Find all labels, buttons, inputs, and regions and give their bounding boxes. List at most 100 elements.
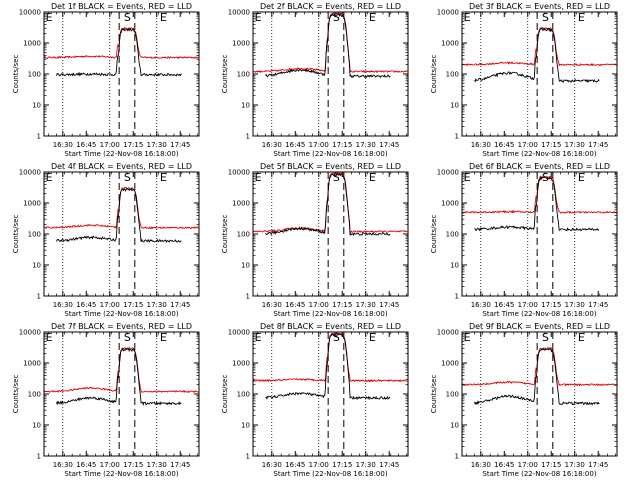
y-tick-label: 100 bbox=[446, 391, 459, 399]
y-tick-label: 100 bbox=[28, 231, 41, 239]
y-axis-label: Counts/sec bbox=[430, 215, 438, 254]
y-tick-label: 100 bbox=[237, 71, 250, 79]
x-tick-label: 17:00 bbox=[309, 141, 329, 149]
x-tick-label: 16:30 bbox=[53, 141, 73, 149]
x-tick-label: 17:30 bbox=[565, 141, 585, 149]
y-tick-label: 1000 bbox=[232, 360, 250, 368]
y-tick-label: 10000 bbox=[19, 329, 41, 337]
events-series-line bbox=[56, 187, 182, 244]
y-tick-label: 10000 bbox=[19, 169, 41, 177]
x-tick-label: 16:45 bbox=[494, 141, 514, 149]
events-series-line bbox=[474, 348, 600, 406]
interval-marker-e: E bbox=[46, 331, 53, 344]
x-axis-label: Start Time (22-Nov-08 16:18:00) bbox=[273, 470, 387, 478]
x-tick-label: 16:30 bbox=[262, 301, 282, 309]
y-axis-label: Counts/sec bbox=[12, 215, 20, 254]
events-series-line bbox=[265, 13, 391, 79]
plot-frame bbox=[252, 331, 409, 457]
x-tick-label: 16:45 bbox=[76, 461, 96, 469]
interval-marker-e: E bbox=[578, 171, 585, 184]
x-tick-label: 17:45 bbox=[588, 461, 608, 469]
plot-frame bbox=[252, 11, 409, 137]
y-tick-label: 100 bbox=[237, 231, 250, 239]
lld-series-line bbox=[462, 346, 617, 387]
x-tick-label: 17:15 bbox=[541, 141, 561, 149]
interval-marker-s: S bbox=[124, 331, 131, 344]
interval-marker-s: S bbox=[333, 171, 340, 184]
plot-frame bbox=[461, 171, 618, 297]
x-tick-label: 17:45 bbox=[170, 141, 190, 149]
y-tick-label: 10000 bbox=[437, 169, 459, 177]
x-tick-label: 17:45 bbox=[170, 461, 190, 469]
y-tick-label: 10 bbox=[32, 262, 41, 270]
y-axis-label: Counts/sec bbox=[221, 215, 229, 254]
interval-marker-e: E bbox=[464, 171, 471, 184]
y-tick-label: 1000 bbox=[441, 200, 459, 208]
events-series-line bbox=[56, 347, 182, 407]
y-tick-label: 1000 bbox=[23, 360, 41, 368]
y-tick-label: 10 bbox=[241, 102, 250, 110]
y-tick-label: 10 bbox=[450, 102, 459, 110]
x-tick-label: 16:45 bbox=[494, 301, 514, 309]
x-tick-label: 17:45 bbox=[379, 301, 399, 309]
x-tick-label: 16:30 bbox=[53, 301, 73, 309]
x-tick-label: 16:30 bbox=[262, 141, 282, 149]
x-tick-label: 17:00 bbox=[309, 461, 329, 469]
lld-series-line bbox=[44, 186, 199, 230]
y-tick-label: 10 bbox=[241, 422, 250, 430]
x-tick-label: 17:30 bbox=[356, 141, 376, 149]
y-tick-label: 10000 bbox=[228, 329, 250, 337]
panel-title: Det 6f BLACK = Events, RED = LLD bbox=[469, 162, 610, 171]
x-tick-label: 17:45 bbox=[170, 301, 190, 309]
interval-marker-e: E bbox=[160, 171, 167, 184]
y-tick-label: 10 bbox=[450, 422, 459, 430]
panel-title: Det 7f BLACK = Events, RED = LLD bbox=[51, 322, 192, 331]
x-tick-label: 17:00 bbox=[518, 301, 538, 309]
y-axis-label: Counts/sec bbox=[221, 375, 229, 414]
y-tick-label: 10000 bbox=[437, 9, 459, 17]
interval-marker-e: E bbox=[578, 11, 585, 24]
x-tick-label: 17:30 bbox=[147, 141, 167, 149]
x-tick-label: 16:30 bbox=[262, 461, 282, 469]
panel-title: Det 5f BLACK = Events, RED = LLD bbox=[260, 162, 401, 171]
y-tick-label: 100 bbox=[28, 71, 41, 79]
x-tick-label: 17:00 bbox=[518, 461, 538, 469]
lld-series-line bbox=[253, 12, 408, 74]
x-tick-label: 16:30 bbox=[471, 141, 491, 149]
y-tick-label: 100 bbox=[28, 391, 41, 399]
interval-marker-e: E bbox=[160, 331, 167, 344]
events-series-line bbox=[56, 27, 182, 77]
x-axis-label: Start Time (22-Nov-08 16:18:00) bbox=[273, 150, 387, 158]
interval-marker-s: S bbox=[542, 11, 549, 24]
y-tick-label: 1000 bbox=[232, 40, 250, 48]
interval-marker-e: E bbox=[369, 11, 376, 24]
events-series-line bbox=[265, 333, 391, 401]
interval-marker-s: S bbox=[542, 331, 549, 344]
interval-marker-e: E bbox=[464, 331, 471, 344]
y-tick-label: 1 bbox=[246, 133, 250, 141]
y-tick-label: 10 bbox=[32, 102, 41, 110]
x-tick-label: 16:45 bbox=[285, 301, 305, 309]
lld-series-line bbox=[253, 172, 408, 234]
y-axis-label: Counts/sec bbox=[430, 55, 438, 94]
x-axis-label: Start Time (22-Nov-08 16:18:00) bbox=[482, 310, 596, 318]
panel-title: Det 3f BLACK = Events, RED = LLD bbox=[469, 2, 610, 11]
x-tick-label: 17:00 bbox=[100, 301, 120, 309]
x-tick-label: 17:15 bbox=[123, 141, 143, 149]
x-tick-label: 17:00 bbox=[309, 301, 329, 309]
x-tick-label: 17:15 bbox=[541, 301, 561, 309]
panel-title: Det 2f BLACK = Events, RED = LLD bbox=[260, 2, 401, 11]
y-tick-label: 100 bbox=[237, 391, 250, 399]
x-tick-label: 17:30 bbox=[356, 461, 376, 469]
x-tick-label: 17:30 bbox=[147, 301, 167, 309]
y-tick-label: 1000 bbox=[232, 200, 250, 208]
panel-title: Det 9f BLACK = Events, RED = LLD bbox=[469, 322, 610, 331]
x-tick-label: 17:30 bbox=[565, 461, 585, 469]
y-tick-label: 1 bbox=[37, 453, 41, 461]
y-tick-label: 100 bbox=[446, 71, 459, 79]
y-tick-label: 1 bbox=[246, 293, 250, 301]
